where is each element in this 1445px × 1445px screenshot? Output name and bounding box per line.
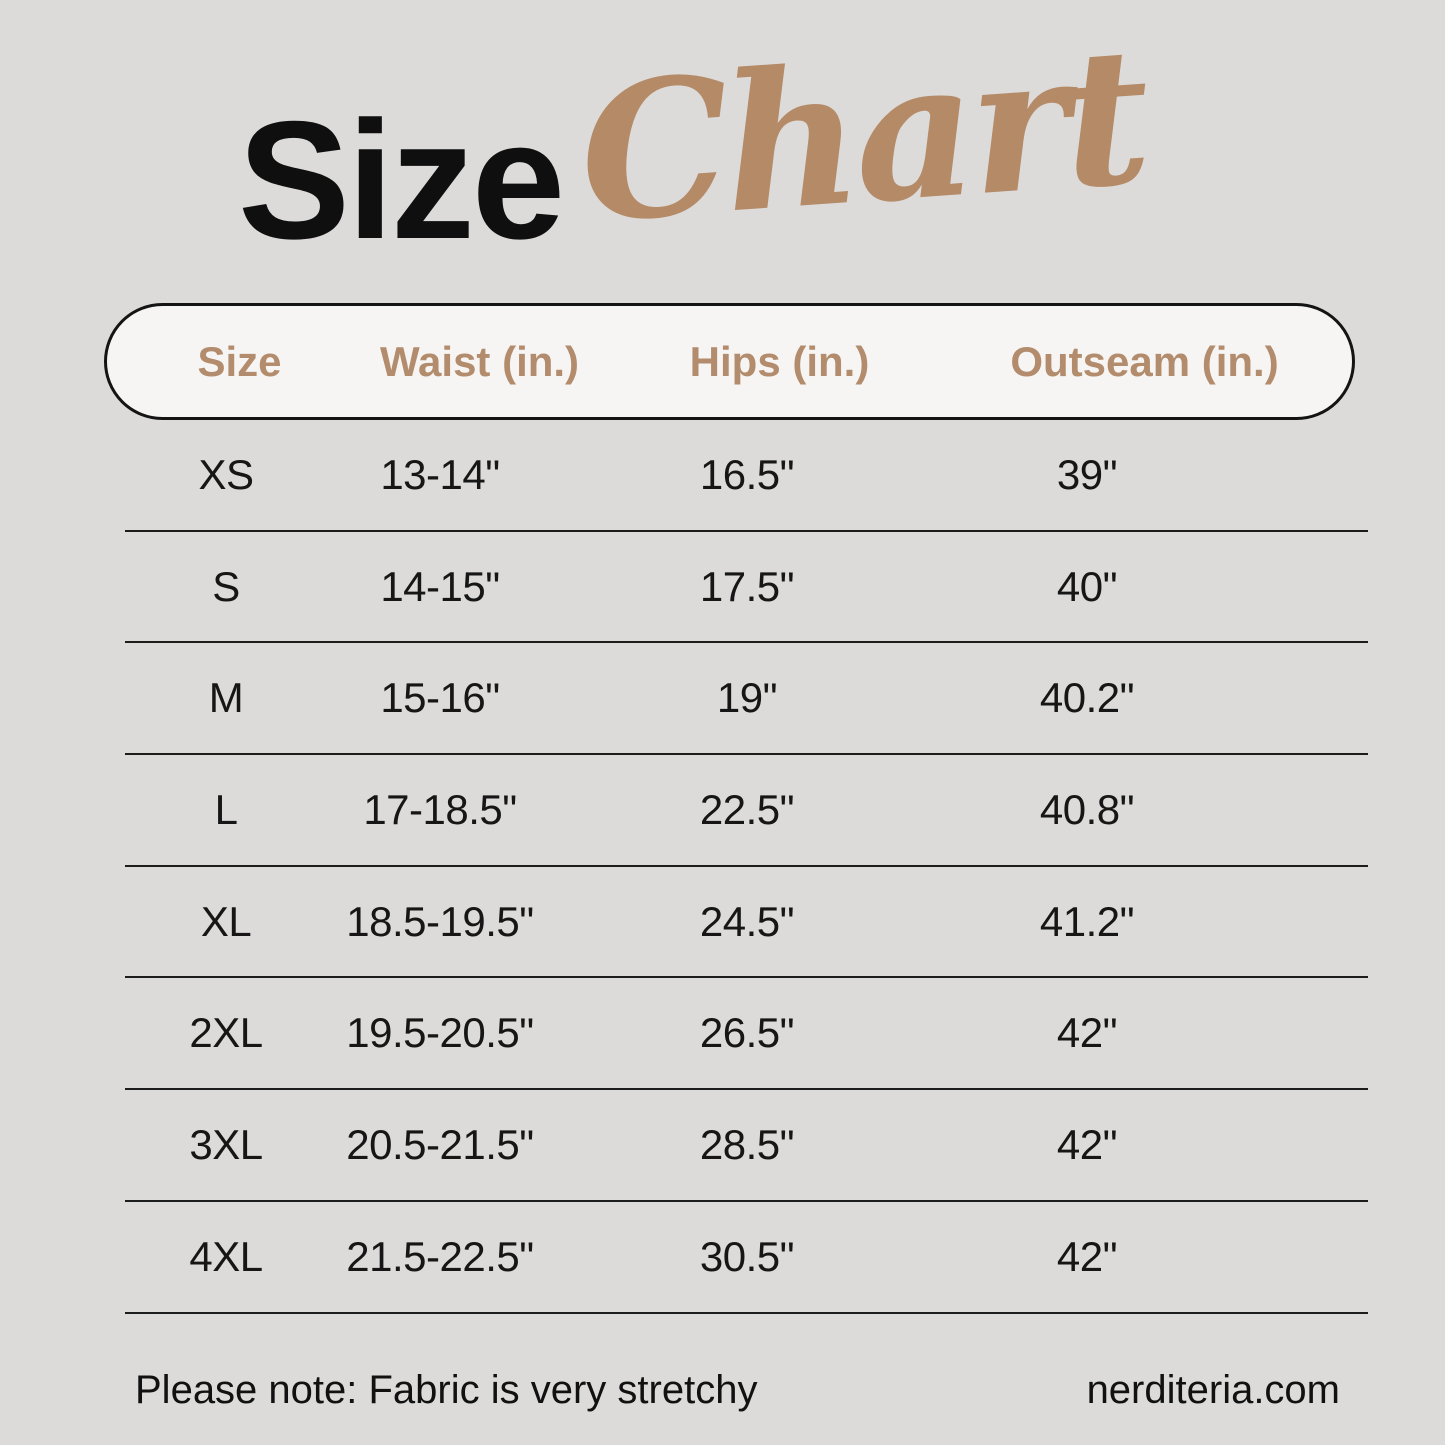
cell-outseam: 40.2" [1039, 674, 1135, 722]
cell-outseam: 42" [1056, 1009, 1118, 1057]
table-row-m: M 15-16" 19" 40.2" [125, 643, 1368, 756]
cell-size: S [212, 562, 240, 610]
cell-outseam: 40" [1056, 562, 1118, 610]
cell-hips: 17.5" [699, 562, 795, 610]
cell-outseam: 40.8" [1039, 785, 1135, 833]
cell-hips: 26.5" [699, 1009, 795, 1057]
website-url: nerditeria.com [1086, 1368, 1340, 1412]
cell-hips: 28.5" [699, 1120, 795, 1168]
cell-waist: 18.5-19.5" [346, 897, 534, 945]
cell-hips: 22.5" [699, 785, 795, 833]
cell-size: 2XL [189, 1009, 263, 1057]
cell-waist: 13-14" [380, 450, 500, 498]
cell-waist: 21.5-22.5" [346, 1232, 534, 1280]
cell-waist: 19.5-20.5" [346, 1009, 534, 1057]
column-header-hips: Hips (in.) [689, 337, 870, 385]
cell-size: L [214, 785, 238, 833]
cell-outseam: 41.2" [1039, 897, 1135, 945]
cell-size: M [208, 674, 244, 722]
cell-hips: 16.5" [699, 450, 795, 498]
cell-size: 4XL [189, 1232, 263, 1280]
cell-waist: 14-15" [380, 562, 500, 610]
cell-waist: 15-16" [380, 674, 500, 722]
table-row-2xl: 2XL 19.5-20.5" 26.5" 42" [125, 978, 1368, 1091]
table-row-s: S 14-15" 17.5" 40" [125, 532, 1368, 644]
cell-waist: 17-18.5" [363, 785, 517, 833]
footer: Please note: Fabric is very stretchy ner… [135, 1368, 1340, 1413]
cell-hips: 24.5" [699, 897, 795, 945]
cell-size: XS [198, 450, 254, 498]
column-header-waist: Waist (in.) [379, 337, 580, 385]
cell-outseam: 42" [1056, 1232, 1118, 1280]
table-header-row: Size Waist (in.) Hips (in.) Outseam (in.… [104, 303, 1355, 420]
cell-hips: 30.5" [699, 1232, 795, 1280]
table-row-xs: XS 13-14" 16.5" 39" [125, 420, 1368, 532]
table-row-3xl: 3XL 20.5-21.5" 28.5" 42" [125, 1090, 1368, 1202]
table-row-l: L 17-18.5" 22.5" 40.8" [125, 755, 1368, 867]
column-header-outseam: Outseam (in.) [1010, 337, 1279, 385]
size-table-body: XS 13-14" 16.5" 39" S 14-15" 17.5" 40" M… [125, 420, 1368, 1314]
cell-size: 3XL [189, 1120, 263, 1168]
cell-size: XL [200, 897, 252, 945]
page-title-script: Chart [573, 5, 1152, 266]
fabric-note: Please note: Fabric is very stretchy [135, 1368, 758, 1412]
cell-hips: 19" [716, 674, 778, 722]
cell-outseam: 39" [1056, 450, 1118, 498]
page-title: Size Chart [238, 6, 1151, 274]
cell-outseam: 42" [1056, 1120, 1118, 1168]
table-row-4xl: 4XL 21.5-22.5" 30.5" 42" [125, 1202, 1368, 1314]
column-header-size: Size [197, 337, 282, 385]
page-title-main: Size [238, 86, 565, 274]
table-row-xl: XL 18.5-19.5" 24.5" 41.2" [125, 867, 1368, 979]
cell-waist: 20.5-21.5" [346, 1120, 534, 1168]
